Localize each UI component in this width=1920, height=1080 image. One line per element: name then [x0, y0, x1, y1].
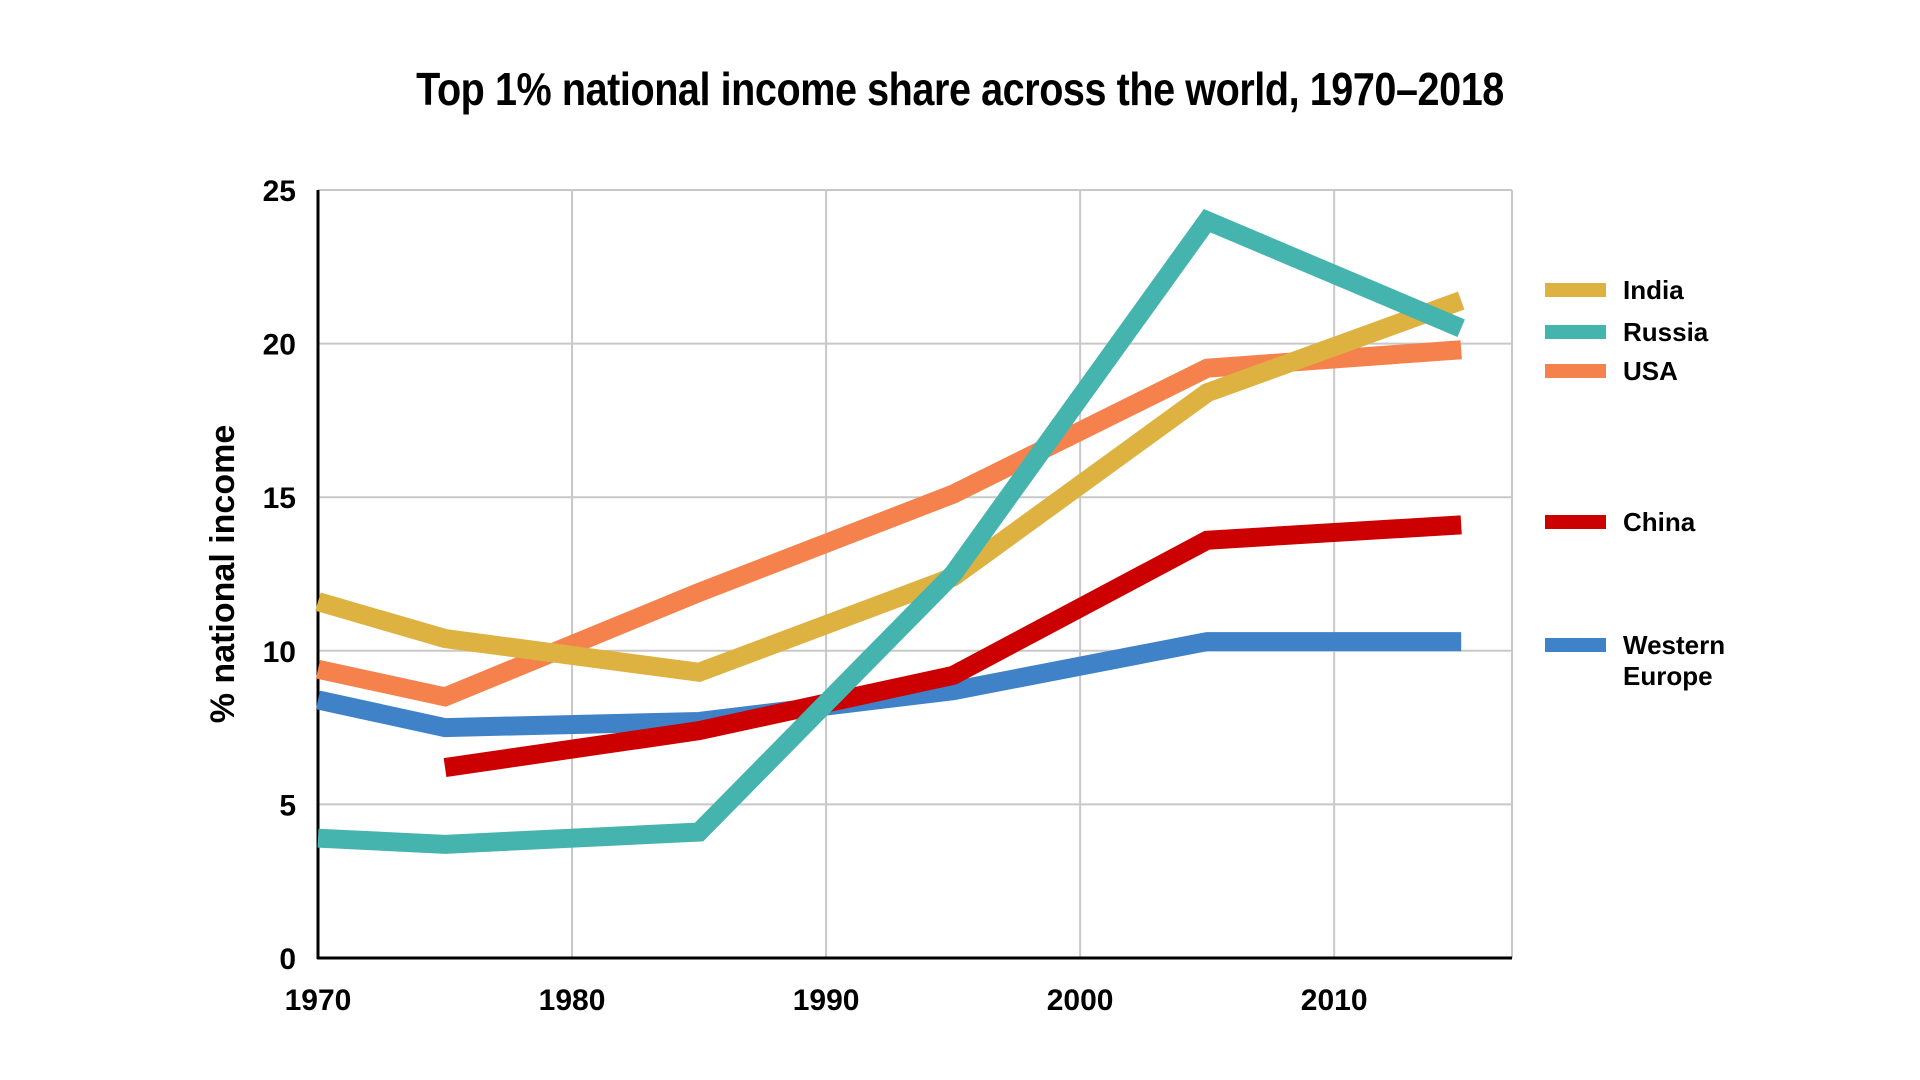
x-tick-label-1990: 1990 — [793, 984, 860, 1017]
legend: India Russia USA China Western Europe — [1545, 275, 1725, 691]
y-tick-label-25: 25 — [263, 175, 296, 208]
y-axis-title: % national income — [204, 425, 242, 724]
chart-title: Top 1% national income share across the … — [416, 63, 1504, 115]
series-line-china — [443, 515, 1462, 777]
y-tick-label-20: 20 — [263, 329, 296, 362]
y-tick-label-15: 15 — [263, 482, 296, 515]
legend-label-china: China — [1623, 507, 1696, 537]
grid — [318, 189, 1513, 958]
x-tick-label-1970: 1970 — [285, 984, 352, 1017]
legend-label-usa: USA — [1623, 356, 1678, 386]
x-tick-label-1980: 1980 — [539, 984, 606, 1017]
x-tick-label-2000: 2000 — [1047, 984, 1114, 1017]
series-line-russia — [317, 209, 1465, 854]
series-line-india — [315, 291, 1465, 683]
y-tick-label-10: 10 — [263, 636, 296, 669]
x-tick-label-2010: 2010 — [1301, 984, 1368, 1017]
legend-label-russia: Russia — [1623, 317, 1709, 347]
y-tick-label-0: 0 — [279, 943, 296, 976]
series-line-usa — [315, 340, 1462, 707]
legend-label-india: India — [1623, 275, 1684, 305]
y-tick-label-5: 5 — [279, 789, 296, 822]
legend-label-western-europe: Western Europe — [1623, 630, 1725, 691]
